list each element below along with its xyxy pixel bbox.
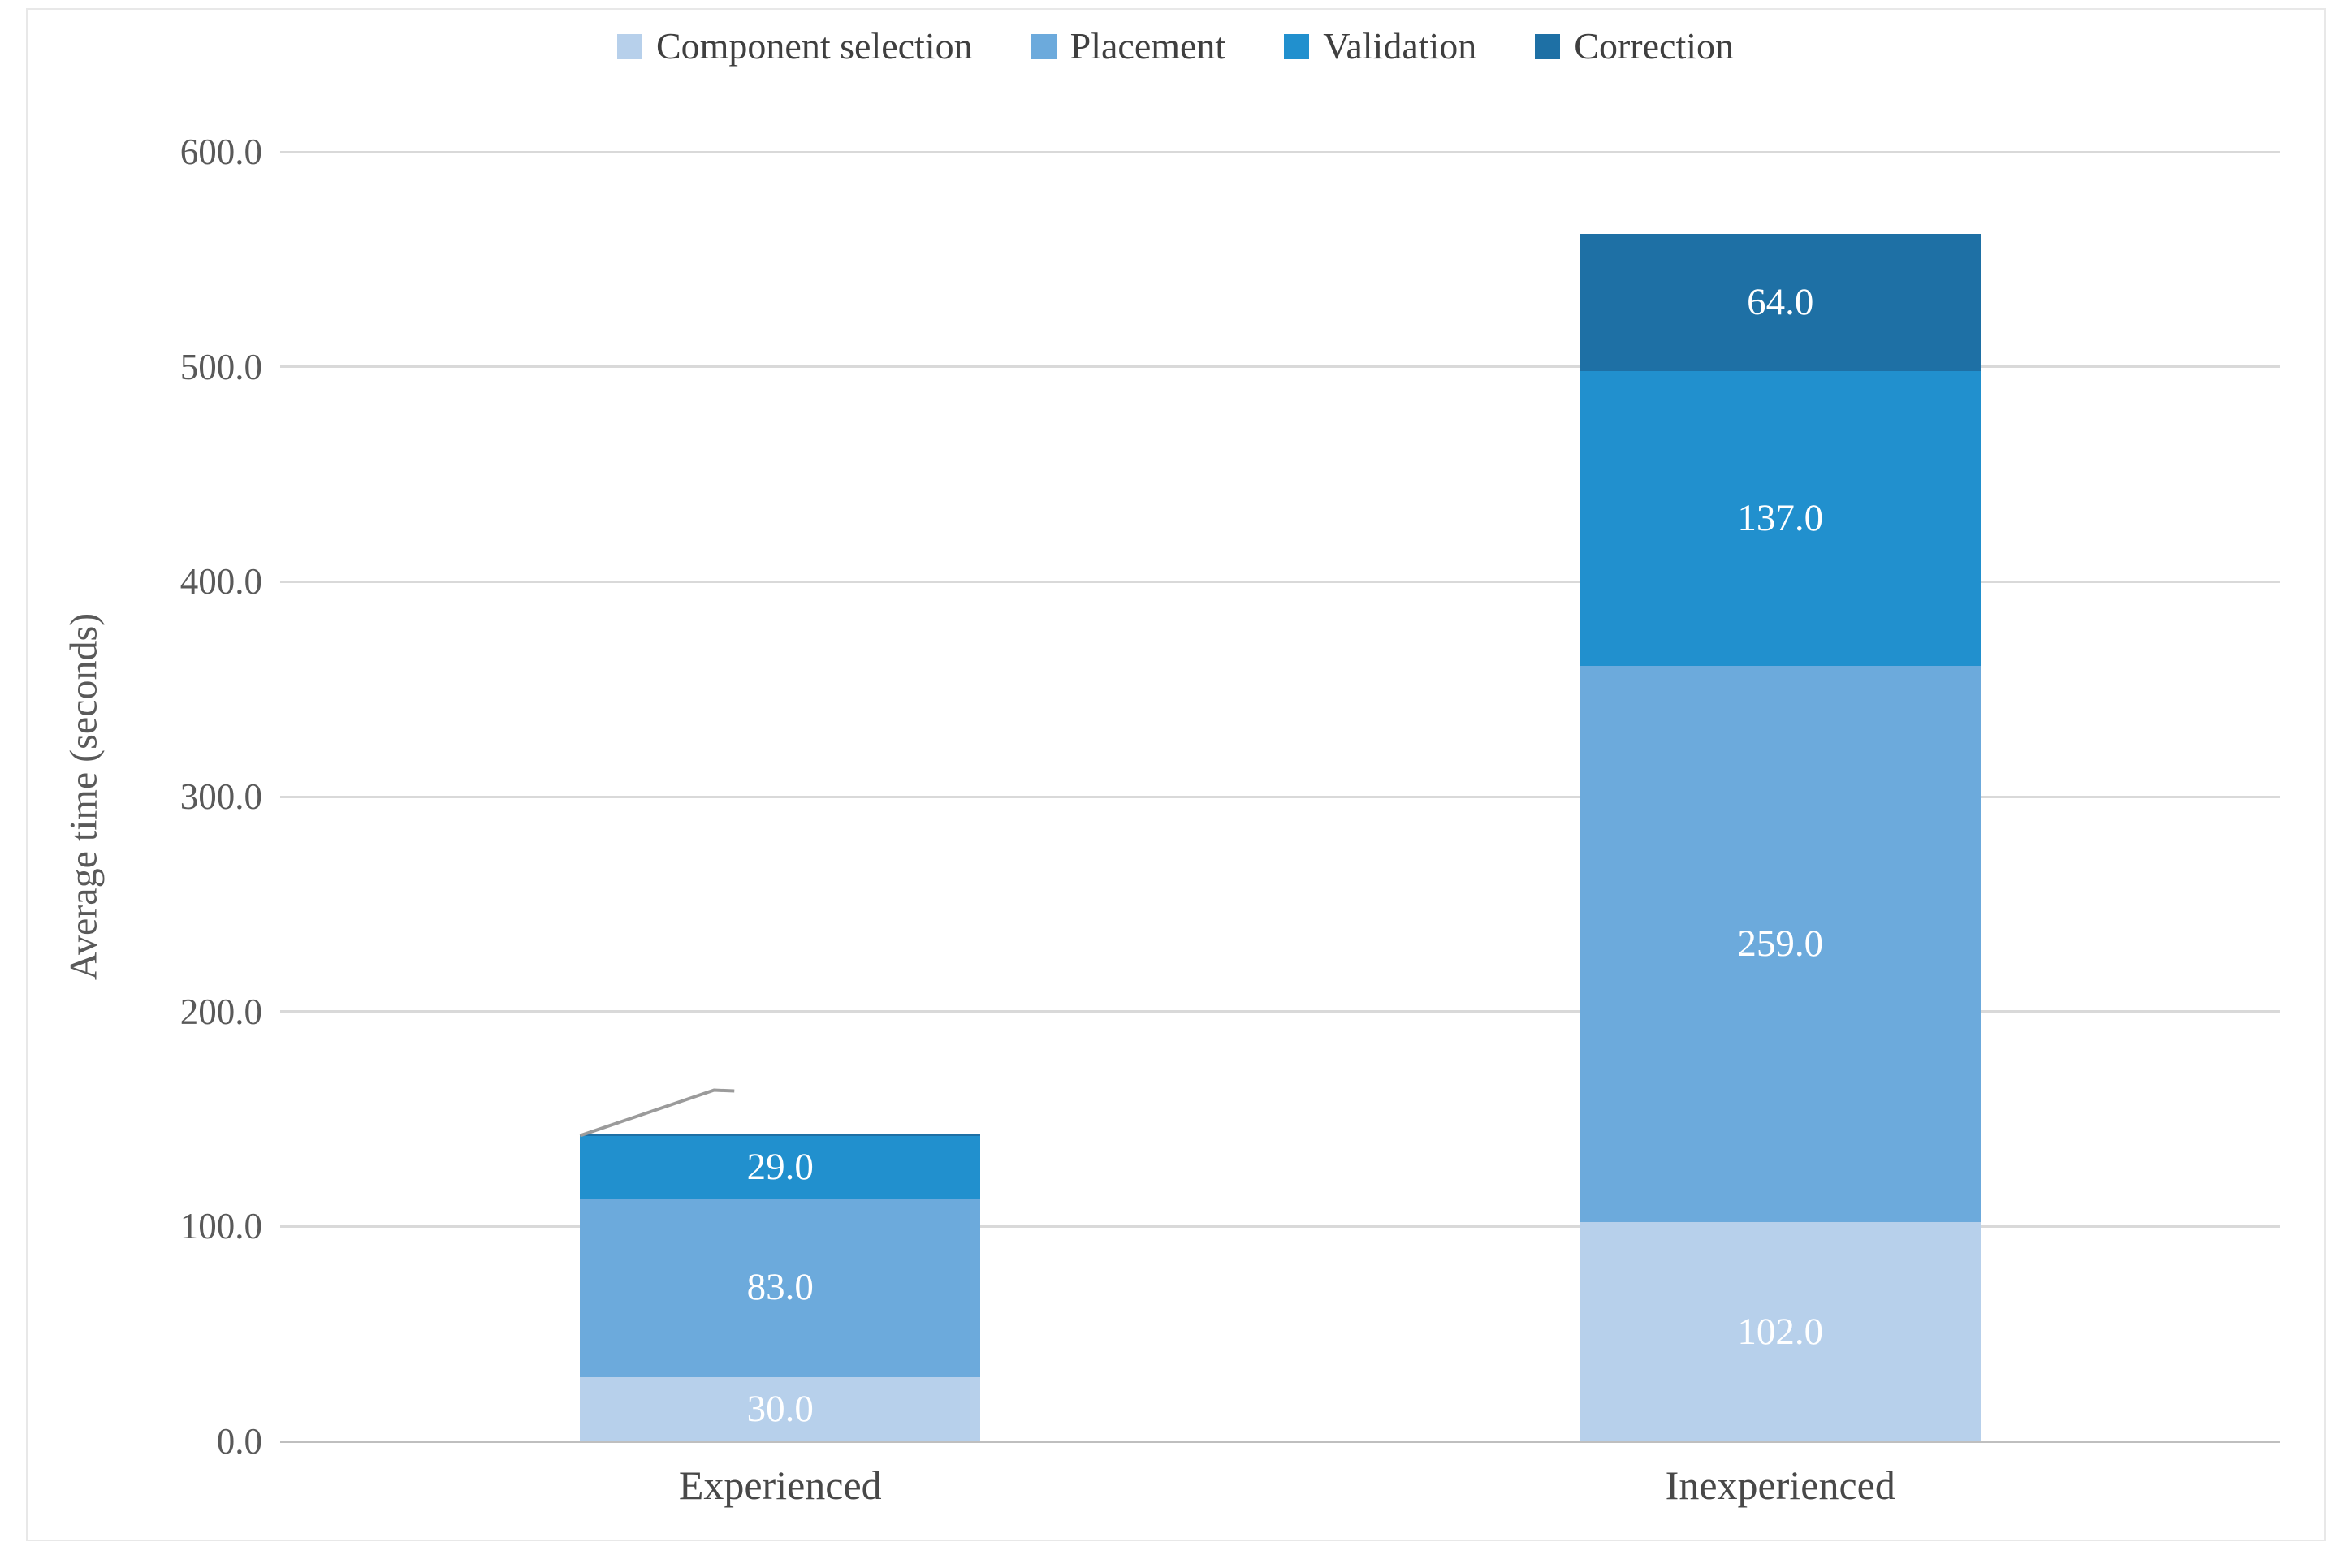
y-tick-label: 300.0 xyxy=(179,776,262,817)
legend: Component selection Placement Validation Co… xyxy=(0,28,2351,65)
bar-segment-inexperienced-component-selection: 102.0 xyxy=(1580,1222,1981,1441)
bar-segment-inexperienced-validation: 137.0 xyxy=(1580,370,1981,666)
plot-area: 30.0 83.0 29.0 102.0 259.0 137.0 64.0 xyxy=(280,150,2280,1443)
legend-item-validation: Validation xyxy=(1284,28,1476,65)
legend-label: Validation xyxy=(1323,25,1477,67)
y-tick-label: 100.0 xyxy=(179,1206,262,1247)
y-tick-label: 500.0 xyxy=(179,346,262,387)
data-label: 137.0 xyxy=(1737,496,1824,539)
data-label: 30.0 xyxy=(746,1387,814,1430)
y-tick-label: 400.0 xyxy=(179,561,262,603)
x-axis-line xyxy=(280,1440,2280,1443)
gridline xyxy=(280,580,2280,583)
bar-segment-experienced-validation: 29.0 xyxy=(580,1136,981,1199)
data-label: 64.0 xyxy=(1747,280,1814,323)
y-tick-labels: 0.0 100.0 200.0 300.0 400.0 500.0 600.0 xyxy=(45,132,262,1462)
legend-marker-icon xyxy=(616,33,642,59)
legend-label: Placement xyxy=(1070,25,1226,67)
data-label: 259.0 xyxy=(1737,922,1824,965)
legend-marker-icon xyxy=(1535,33,1561,59)
legend-marker-icon xyxy=(1284,33,1310,59)
gridline xyxy=(280,1225,2280,1228)
x-category-labels: Experienced Inexperienced xyxy=(280,1462,2280,1527)
gridline xyxy=(280,1010,2280,1013)
bar-segment-experienced-correction xyxy=(580,1134,981,1137)
bar-segment-inexperienced-correction: 64.0 xyxy=(1580,233,1981,371)
legend-label: Correction xyxy=(1574,25,1735,67)
legend-item-component-selection: Component selection xyxy=(616,25,973,67)
gridline xyxy=(280,150,2280,153)
category-label-inexperienced: Inexperienced xyxy=(1665,1462,1895,1508)
legend-item-correction: Correction xyxy=(1535,28,1734,65)
bar-segment-experienced-component-selection: 30.0 xyxy=(580,1376,981,1441)
y-tick-label: 0.0 xyxy=(216,1421,262,1462)
data-label: 102.0 xyxy=(1737,1310,1824,1353)
bar-segment-inexperienced-placement: 259.0 xyxy=(1580,665,1981,1223)
legend-label: Component selection xyxy=(655,25,973,67)
data-label: 83.0 xyxy=(746,1266,814,1309)
category-label-experienced: Experienced xyxy=(678,1462,882,1508)
legend-marker-icon xyxy=(1031,33,1057,59)
legend-item-placement: Placement xyxy=(1031,25,1226,67)
gridline xyxy=(280,795,2280,798)
bar-segment-experienced-placement: 83.0 xyxy=(580,1198,981,1377)
data-label: 29.0 xyxy=(746,1146,814,1189)
gridline xyxy=(280,365,2280,369)
y-tick-label: 200.0 xyxy=(179,991,262,1032)
y-tick-label: 600.0 xyxy=(179,132,262,172)
